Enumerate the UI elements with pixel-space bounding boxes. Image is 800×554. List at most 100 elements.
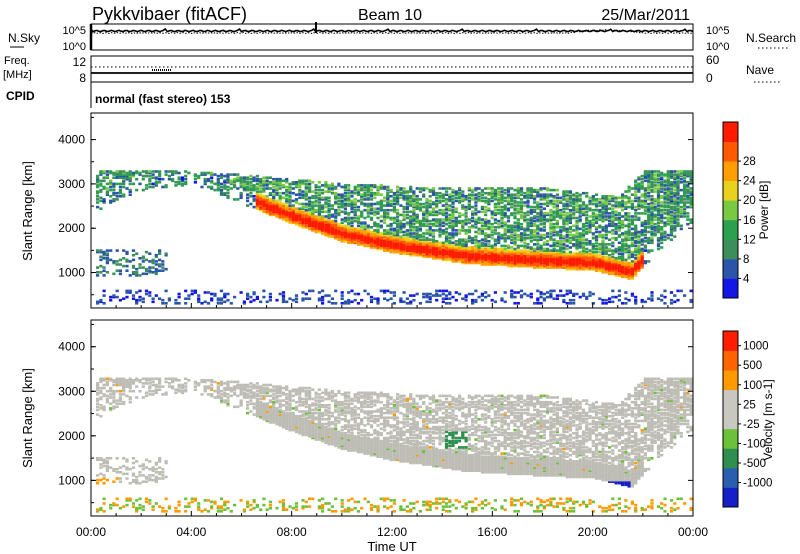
power-cell <box>474 241 478 245</box>
power-cell <box>669 174 674 178</box>
power-cell <box>278 201 282 204</box>
power-cell <box>637 202 641 206</box>
power-cell <box>533 188 537 192</box>
power-cell <box>669 173 674 176</box>
power-cell <box>99 298 103 302</box>
power-cell <box>327 196 331 200</box>
power-cell <box>650 218 654 221</box>
power-cell <box>151 297 155 300</box>
power-cell <box>389 246 393 249</box>
power-cell <box>441 210 445 214</box>
power-cell <box>666 174 670 178</box>
power-cell <box>627 201 631 204</box>
power-cell <box>112 261 116 265</box>
power-cell <box>458 196 462 200</box>
power-cell <box>308 199 312 203</box>
power-cell <box>399 240 403 243</box>
power-cell <box>637 230 641 234</box>
power-cell <box>343 300 347 304</box>
power-cell <box>454 253 458 257</box>
power-cell <box>506 263 511 266</box>
power-cell <box>383 240 387 243</box>
power-cell <box>480 292 484 296</box>
power-cell <box>474 244 478 248</box>
power-cell <box>487 240 491 243</box>
power-cell <box>519 193 524 196</box>
power-cell <box>503 249 507 252</box>
power-cell <box>546 261 550 265</box>
power-cell <box>405 195 409 198</box>
power-cell <box>343 229 347 232</box>
power-cell <box>360 238 364 241</box>
power-cell <box>624 297 628 300</box>
power-cell <box>383 243 387 246</box>
power-cell <box>572 236 576 240</box>
power-cell <box>246 176 250 179</box>
power-cell <box>666 216 670 220</box>
power-cell <box>259 187 263 190</box>
power-cell <box>656 218 661 221</box>
power-cell <box>581 267 586 271</box>
power-cell <box>288 195 292 198</box>
power-cell <box>621 193 625 196</box>
power-cell <box>435 193 439 196</box>
power-cell <box>451 253 455 257</box>
power-cell <box>634 236 638 240</box>
power-cell <box>438 252 442 255</box>
power-cell <box>624 195 628 198</box>
power-cell <box>529 218 533 221</box>
power-cell <box>526 227 530 231</box>
power-cell <box>572 193 576 196</box>
power-cell <box>350 238 354 241</box>
power-cell <box>148 294 152 297</box>
power-cell <box>503 238 507 241</box>
power-cell <box>601 210 605 214</box>
power-cell <box>523 196 527 200</box>
power-cell <box>656 187 661 190</box>
power-cell <box>226 185 230 189</box>
power-cell <box>539 208 543 212</box>
power-cell <box>542 222 546 226</box>
velocity-cell <box>99 463 103 466</box>
power-cell <box>536 193 540 196</box>
power-cell <box>650 174 654 178</box>
power-cell <box>409 222 413 226</box>
power-cell <box>454 298 458 302</box>
power-cell <box>308 198 312 201</box>
power-cell <box>164 184 168 187</box>
power-cell <box>402 218 406 221</box>
power-cell <box>510 233 514 237</box>
power-cell <box>676 174 680 178</box>
power-cell <box>448 204 452 207</box>
power-cell <box>663 184 667 187</box>
power-cell <box>454 244 458 248</box>
velocity-cell <box>96 386 100 390</box>
power-cell <box>562 247 566 251</box>
power-cell <box>487 187 491 190</box>
velocity-cell <box>118 389 122 393</box>
power-cell <box>135 302 139 305</box>
power-cell <box>549 218 553 221</box>
power-cell <box>673 224 677 228</box>
power-cell <box>337 208 341 212</box>
power-cell <box>422 219 426 223</box>
power-cell <box>474 201 478 204</box>
power-cell <box>526 257 530 260</box>
power-cell <box>154 294 158 297</box>
power-cell <box>422 244 426 248</box>
power-cell <box>683 207 687 210</box>
power-cell <box>581 261 586 265</box>
power-cell <box>588 255 592 259</box>
power-cell <box>624 302 628 305</box>
power-cell <box>575 229 579 232</box>
power-cell <box>301 222 305 226</box>
power-cell <box>568 226 572 229</box>
power-cell <box>278 195 282 198</box>
power-cell <box>555 188 559 192</box>
power-cell <box>598 235 602 238</box>
power-cell <box>549 193 553 196</box>
power-cell <box>604 236 608 240</box>
power-cell <box>285 219 289 223</box>
power-cell <box>115 171 119 175</box>
power-cell <box>542 195 546 198</box>
